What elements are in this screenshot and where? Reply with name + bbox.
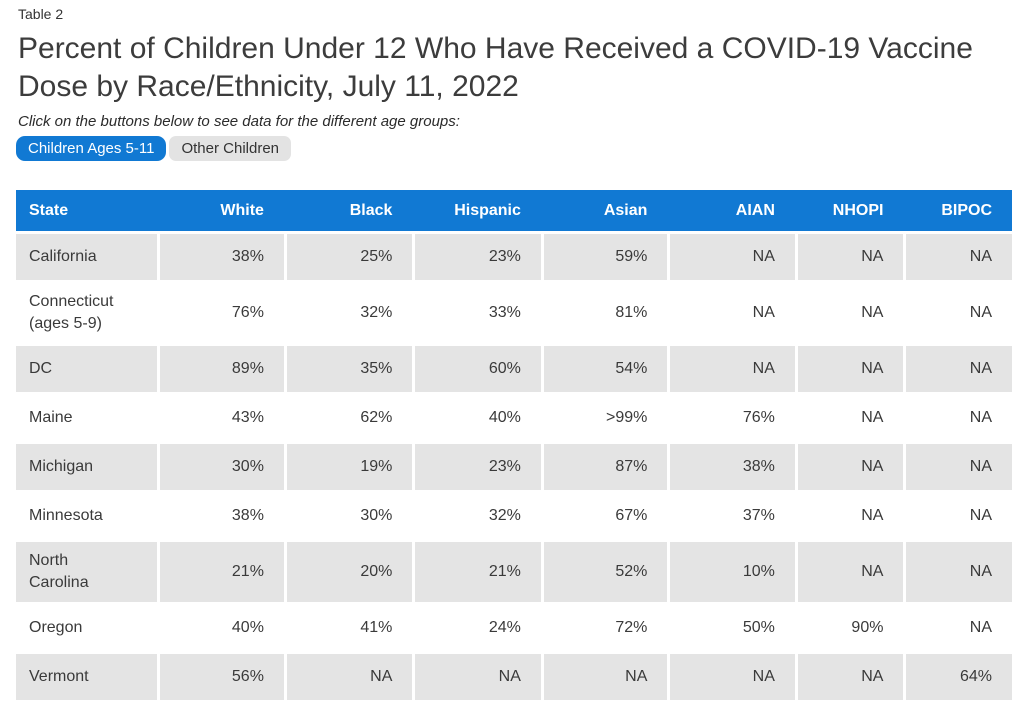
value-cell-asian: 52%: [543, 542, 668, 602]
value-cell-nhopi: NA: [797, 346, 904, 392]
value-cell-aian: 38%: [670, 444, 795, 490]
value-cell-white: 76%: [160, 283, 284, 343]
value-cell-black: 30%: [286, 493, 413, 539]
value-cell-white: 30%: [160, 444, 284, 490]
table-row-minnesota: Minnesota 38% 30% 32% 67% 37% NA NA: [16, 493, 1012, 539]
value-cell-nhopi: NA: [797, 493, 904, 539]
table-body: California 38% 25% 23% 59% NA NA NA Connecticut …: [16, 234, 1012, 700]
value-cell-aian: NA: [670, 346, 795, 392]
column-header-bipoc: BIPOC: [941, 201, 992, 219]
value-cell-white: 38%: [160, 234, 284, 280]
value-cell-hispanic: 23%: [415, 444, 541, 490]
value-cell-asian: >99%: [543, 395, 668, 441]
table-row-maine: Maine 43% 62% 40% >99% 76% NA NA: [16, 395, 1012, 441]
value-cell-nhopi: NA: [797, 542, 904, 602]
table-row-vermont: Vermont 56% NA NA NA NA NA 64%: [16, 654, 1012, 700]
value-cell-bipoc: NA: [906, 346, 1012, 392]
value-cell-white: 43%: [160, 395, 284, 441]
value-cell-bipoc: NA: [906, 542, 1012, 602]
value-cell-asian: 81%: [543, 283, 668, 343]
value-cell-bipoc: NA: [906, 234, 1012, 280]
table-row-north: North Carolina 21% 20% 21% 52% 10% NA NA: [16, 542, 1012, 602]
value-cell-hispanic: 60%: [415, 346, 541, 392]
table-row-oregon: Oregon 40% 41% 24% 72% 50% 90% NA: [16, 605, 1012, 651]
value-cell-nhopi: NA: [797, 234, 904, 280]
value-cell-nhopi: NA: [797, 444, 904, 490]
column-header-aian: AIAN: [735, 201, 775, 219]
value-cell-white: 38%: [160, 493, 284, 539]
value-cell-bipoc: 64%: [906, 654, 1012, 700]
table-header-row: State White Black Hispanic Asian AIAN NHOPI BIP…: [16, 190, 1012, 231]
value-cell-hispanic: 23%: [415, 234, 541, 280]
age-group-toggle: Children Ages 5-11 Other Children: [16, 136, 1012, 161]
value-cell-hispanic: NA: [415, 654, 541, 700]
value-cell-white: 40%: [160, 605, 284, 651]
page-title: Percent of Children Under 12 Who Have Re…: [18, 32, 973, 103]
value-cell-white: 89%: [160, 346, 284, 392]
value-cell-aian: 50%: [670, 605, 795, 651]
table-row-michigan: Michigan 30% 19% 23% 87% 38% NA NA: [16, 444, 1012, 490]
value-cell-aian: NA: [670, 654, 795, 700]
value-cell-hispanic: 32%: [415, 493, 541, 539]
value-cell-hispanic: 24%: [415, 605, 541, 651]
column-header-state: State: [29, 201, 69, 219]
value-cell-black: 35%: [286, 346, 413, 392]
value-cell-aian: 37%: [670, 493, 795, 539]
table-row-california: California 38% 25% 23% 59% NA NA NA: [16, 234, 1012, 280]
value-cell-black: 20%: [286, 542, 413, 602]
value-cell-aian: NA: [670, 283, 795, 343]
value-cell-bipoc: NA: [906, 283, 1012, 343]
value-cell-asian: 72%: [543, 605, 668, 651]
value-cell-nhopi: NA: [797, 395, 904, 441]
column-header-white: White: [220, 201, 264, 219]
state-cell: North Carolina: [16, 542, 158, 602]
button-children-ages-5-11[interactable]: Children Ages 5-11: [16, 136, 167, 161]
value-cell-white: 56%: [160, 654, 284, 700]
button-other-children[interactable]: Other Children: [169, 136, 292, 161]
value-cell-black: NA: [286, 654, 413, 700]
value-cell-aian: NA: [670, 234, 795, 280]
column-header-black: Black: [349, 201, 393, 219]
value-cell-asian: 59%: [543, 234, 668, 280]
state-cell: DC: [16, 346, 158, 392]
instructions-text: Click on the buttons below to see data f…: [18, 113, 460, 130]
value-cell-nhopi: NA: [797, 654, 904, 700]
value-cell-asian: 54%: [543, 346, 668, 392]
state-cell: Oregon: [16, 605, 158, 651]
value-cell-bipoc: NA: [906, 493, 1012, 539]
value-cell-nhopi: NA: [797, 283, 904, 343]
table-row-dc: DC 89% 35% 60% 54% NA NA NA: [16, 346, 1012, 392]
state-cell: Minnesota: [16, 493, 158, 539]
column-header-hispanic: Hispanic: [454, 201, 521, 219]
value-cell-bipoc: NA: [906, 395, 1012, 441]
value-cell-asian: 67%: [543, 493, 668, 539]
column-header-asian: Asian: [603, 201, 648, 219]
value-cell-black: 41%: [286, 605, 413, 651]
value-cell-black: 32%: [286, 283, 413, 343]
table-number-label: Table 2: [18, 6, 64, 22]
value-cell-aian: 10%: [670, 542, 795, 602]
value-cell-aian: 76%: [670, 395, 795, 441]
state-cell: Connecticut (ages 5-9): [16, 283, 158, 343]
table-row-connecticut: Connecticut (ages 5-9) 76% 32% 33% 81% NA NA NA: [16, 283, 1012, 343]
value-cell-bipoc: NA: [906, 444, 1012, 490]
value-cell-asian: NA: [543, 654, 668, 700]
value-cell-asian: 87%: [543, 444, 668, 490]
value-cell-hispanic: 21%: [415, 542, 541, 602]
value-cell-black: 25%: [286, 234, 413, 280]
data-table: State White Black Hispanic Asian AIAN NHOPI BIP…: [16, 190, 1012, 700]
value-cell-bipoc: NA: [906, 605, 1012, 651]
value-cell-black: 19%: [286, 444, 413, 490]
value-cell-hispanic: 40%: [415, 395, 541, 441]
value-cell-black: 62%: [286, 395, 413, 441]
state-cell: Michigan: [16, 444, 158, 490]
value-cell-nhopi: 90%: [797, 605, 904, 651]
state-cell: Vermont: [16, 654, 158, 700]
state-cell: California: [16, 234, 158, 280]
value-cell-white: 21%: [160, 542, 284, 602]
value-cell-hispanic: 33%: [415, 283, 541, 343]
column-header-nhopi: NHOPI: [832, 201, 884, 219]
state-cell: Maine: [16, 395, 158, 441]
